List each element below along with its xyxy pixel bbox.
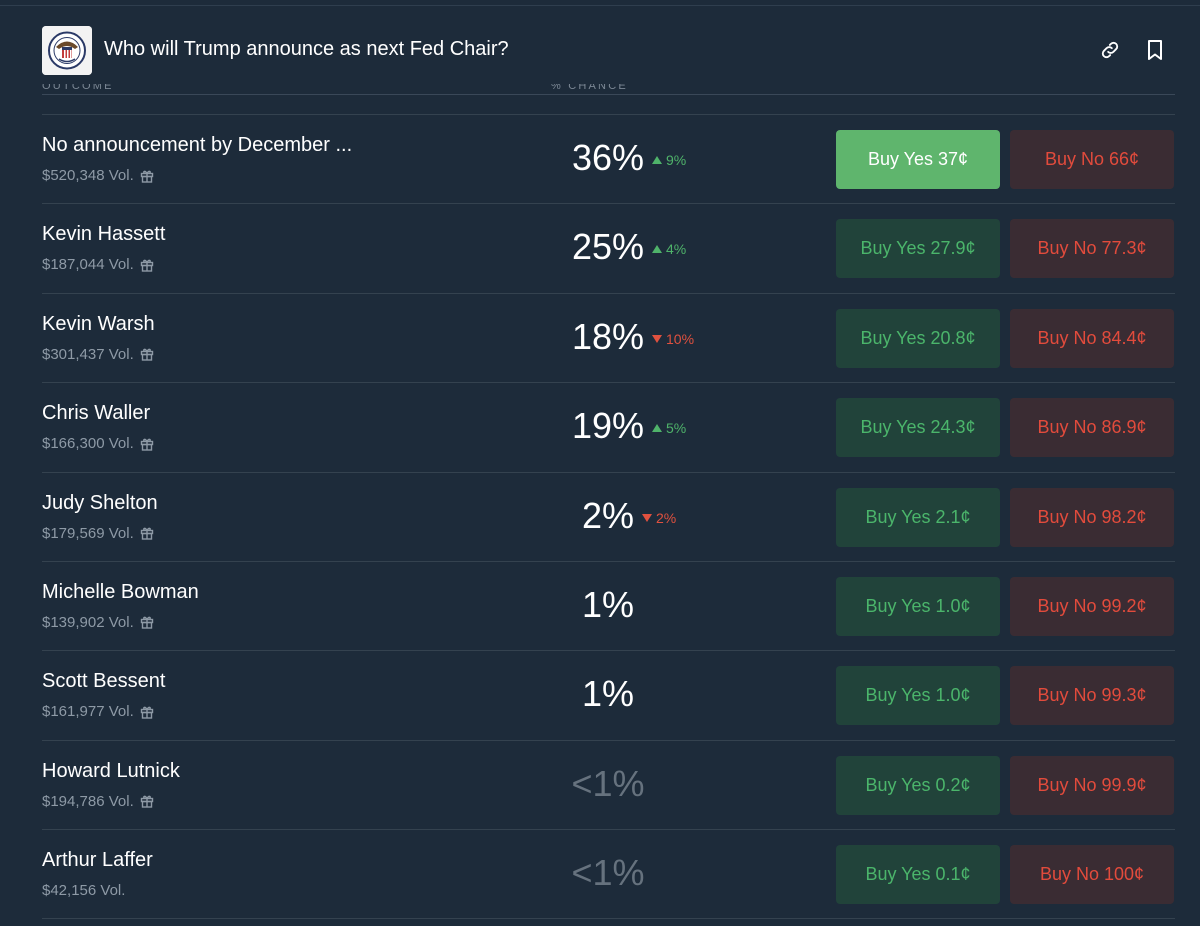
outcome-name[interactable]: Kevin Warsh xyxy=(42,312,155,335)
buy-no-button[interactable]: Buy No 100¢ xyxy=(1010,845,1174,905)
gift-icon xyxy=(140,615,154,630)
chance-value: 1% xyxy=(581,673,635,715)
chance-value: 19% xyxy=(571,405,645,447)
outcome-list: No announcement by December ... $520,348… xyxy=(42,114,1175,919)
delta-arrow-icon xyxy=(652,245,662,254)
buy-yes-button[interactable]: Buy Yes 1.0¢ xyxy=(836,666,1000,726)
top-divider xyxy=(0,5,1200,6)
buy-yes-button[interactable]: Buy Yes 0.1¢ xyxy=(836,845,1000,905)
delta-arrow-icon xyxy=(652,156,662,164)
gift-icon xyxy=(140,347,154,361)
outcome-name[interactable]: Michelle Bowman xyxy=(42,580,199,603)
delta-text: 4% xyxy=(666,241,687,258)
outcome-row: Judy Shelton $179,569 Vol. 2% 2% Buy Yes… xyxy=(42,471,1175,561)
outcome-volume: $187,044 Vol. xyxy=(42,256,154,273)
buy-yes-button[interactable]: Buy Yes 24.3¢ xyxy=(836,398,1000,458)
buy-no-button[interactable]: Buy No 77.3¢ xyxy=(1010,219,1174,279)
buy-no-button[interactable]: Buy No 99.9¢ xyxy=(1010,755,1174,815)
outcome-name[interactable]: Scott Bessent xyxy=(42,670,166,693)
federal-reserve-seal-icon xyxy=(42,26,92,75)
buy-no-button[interactable]: Buy No 99.2¢ xyxy=(1010,576,1174,636)
chance-value: 36% xyxy=(571,137,645,178)
chance-delta: 4% xyxy=(652,241,686,257)
bookmark-icon[interactable] xyxy=(1143,38,1167,62)
chance-delta: 5% xyxy=(652,420,686,436)
volume-text: $139,902 Vol. xyxy=(42,613,134,631)
outcome-volume: $194,786 Vol. xyxy=(42,793,154,810)
outcome-name[interactable]: Kevin Hassett xyxy=(42,223,166,246)
outcome-volume: $179,569 Vol. xyxy=(42,525,154,542)
market-title: Who will Trump announce as next Fed Chai… xyxy=(104,38,509,60)
outcome-name[interactable]: Chris Waller xyxy=(42,402,151,425)
gift-icon xyxy=(140,437,154,451)
chance-delta: 10% xyxy=(652,331,694,347)
column-chance: % CHANCE xyxy=(551,84,628,92)
outcome-volume: $166,300 Vol. xyxy=(42,435,154,452)
column-outcome: OUTCOME xyxy=(42,84,114,92)
delta-arrow-icon xyxy=(652,424,662,433)
volume-text: $187,044 Vol. xyxy=(42,256,134,274)
volume-text: $520,348 Vol. xyxy=(42,167,134,184)
outcome-row: Arthur Laffer $42,156 Vol. <1% Buy Yes 0… xyxy=(42,829,1175,919)
outcome-name[interactable]: Arthur Laffer xyxy=(42,849,153,872)
outcome-volume: $139,902 Vol. xyxy=(42,614,154,631)
delta-text: 5% xyxy=(666,420,687,437)
buy-yes-button[interactable]: Buy Yes 2.1¢ xyxy=(836,487,1000,547)
chance-value: <1% xyxy=(571,852,645,894)
outcome-row: Chris Waller $166,300 Vol. 19% 5% Buy Ye… xyxy=(42,382,1175,471)
outcome-row: No announcement by December ... $520,348… xyxy=(42,114,1175,203)
chance-value: <1% xyxy=(571,762,645,804)
buy-no-button[interactable]: Buy No 84.4¢ xyxy=(1010,308,1174,368)
chance-value: 18% xyxy=(571,315,645,357)
outcome-row: Howard Lutnick $194,786 Vol. <1% Buy Yes… xyxy=(42,739,1175,829)
buy-no-button[interactable]: Buy No 99.3¢ xyxy=(1010,666,1174,726)
outcome-name[interactable]: Howard Lutnick xyxy=(42,759,180,782)
delta-arrow-icon xyxy=(652,334,662,343)
delta-text: 2% xyxy=(656,509,677,526)
buy-yes-button[interactable]: Buy Yes 0.2¢ xyxy=(836,755,1000,815)
gift-icon xyxy=(140,526,154,540)
volume-text: $42,156 Vol. xyxy=(42,882,126,900)
buy-yes-button[interactable]: Buy Yes 27.9¢ xyxy=(836,219,1000,279)
gift-icon xyxy=(140,258,154,272)
outcome-volume: $161,977 Vol. xyxy=(42,703,154,720)
chance-value: 1% xyxy=(581,583,635,625)
outcome-row: Kevin Hassett $187,044 Vol. 25% 4% Buy Y… xyxy=(42,203,1175,292)
outcome-volume: $42,156 Vol. xyxy=(42,882,125,899)
link-icon[interactable] xyxy=(1098,38,1122,62)
gift-icon xyxy=(140,169,154,183)
chance-delta: 9% xyxy=(652,152,686,168)
delta-text: 10% xyxy=(666,330,695,347)
column-divider xyxy=(42,94,1175,95)
gift-icon xyxy=(140,794,154,808)
buy-yes-button[interactable]: Buy Yes 37¢ xyxy=(836,130,1000,189)
column-header: OUTCOME % CHANCE xyxy=(0,84,1200,96)
outcome-name[interactable]: No announcement by December ... xyxy=(42,134,353,156)
outcome-row: Scott Bessent $161,977 Vol. 1% Buy Yes 1… xyxy=(42,650,1175,739)
market-header: Who will Trump announce as next Fed Chai… xyxy=(0,0,1200,96)
gift-icon xyxy=(140,705,154,719)
outcome-row: Michelle Bowman $139,902 Vol. 1% Buy Yes… xyxy=(42,560,1175,650)
chance-delta: 2% xyxy=(642,510,676,526)
chance-value: 2% xyxy=(581,494,635,536)
outcome-name[interactable]: Judy Shelton xyxy=(42,491,158,514)
volume-text: $161,977 Vol. xyxy=(42,703,134,721)
buy-yes-button[interactable]: Buy Yes 1.0¢ xyxy=(836,576,1000,636)
outcome-volume: $301,437 Vol. xyxy=(42,346,154,363)
volume-text: $194,786 Vol. xyxy=(42,792,134,810)
volume-text: $179,569 Vol. xyxy=(42,524,134,542)
delta-text: 9% xyxy=(666,152,687,168)
delta-arrow-icon xyxy=(642,513,652,522)
chance-value: 25% xyxy=(571,226,645,268)
buy-no-button[interactable]: Buy No 66¢ xyxy=(1010,130,1174,189)
buy-no-button[interactable]: Buy No 98.2¢ xyxy=(1010,487,1174,547)
volume-text: $301,437 Vol. xyxy=(42,345,134,363)
volume-text: $166,300 Vol. xyxy=(42,435,134,453)
outcome-volume: $520,348 Vol. xyxy=(42,167,154,184)
outcome-row: Kevin Warsh $301,437 Vol. 18% 10% Buy Ye… xyxy=(42,292,1175,382)
buy-no-button[interactable]: Buy No 86.9¢ xyxy=(1010,398,1174,458)
buy-yes-button[interactable]: Buy Yes 20.8¢ xyxy=(836,308,1000,368)
